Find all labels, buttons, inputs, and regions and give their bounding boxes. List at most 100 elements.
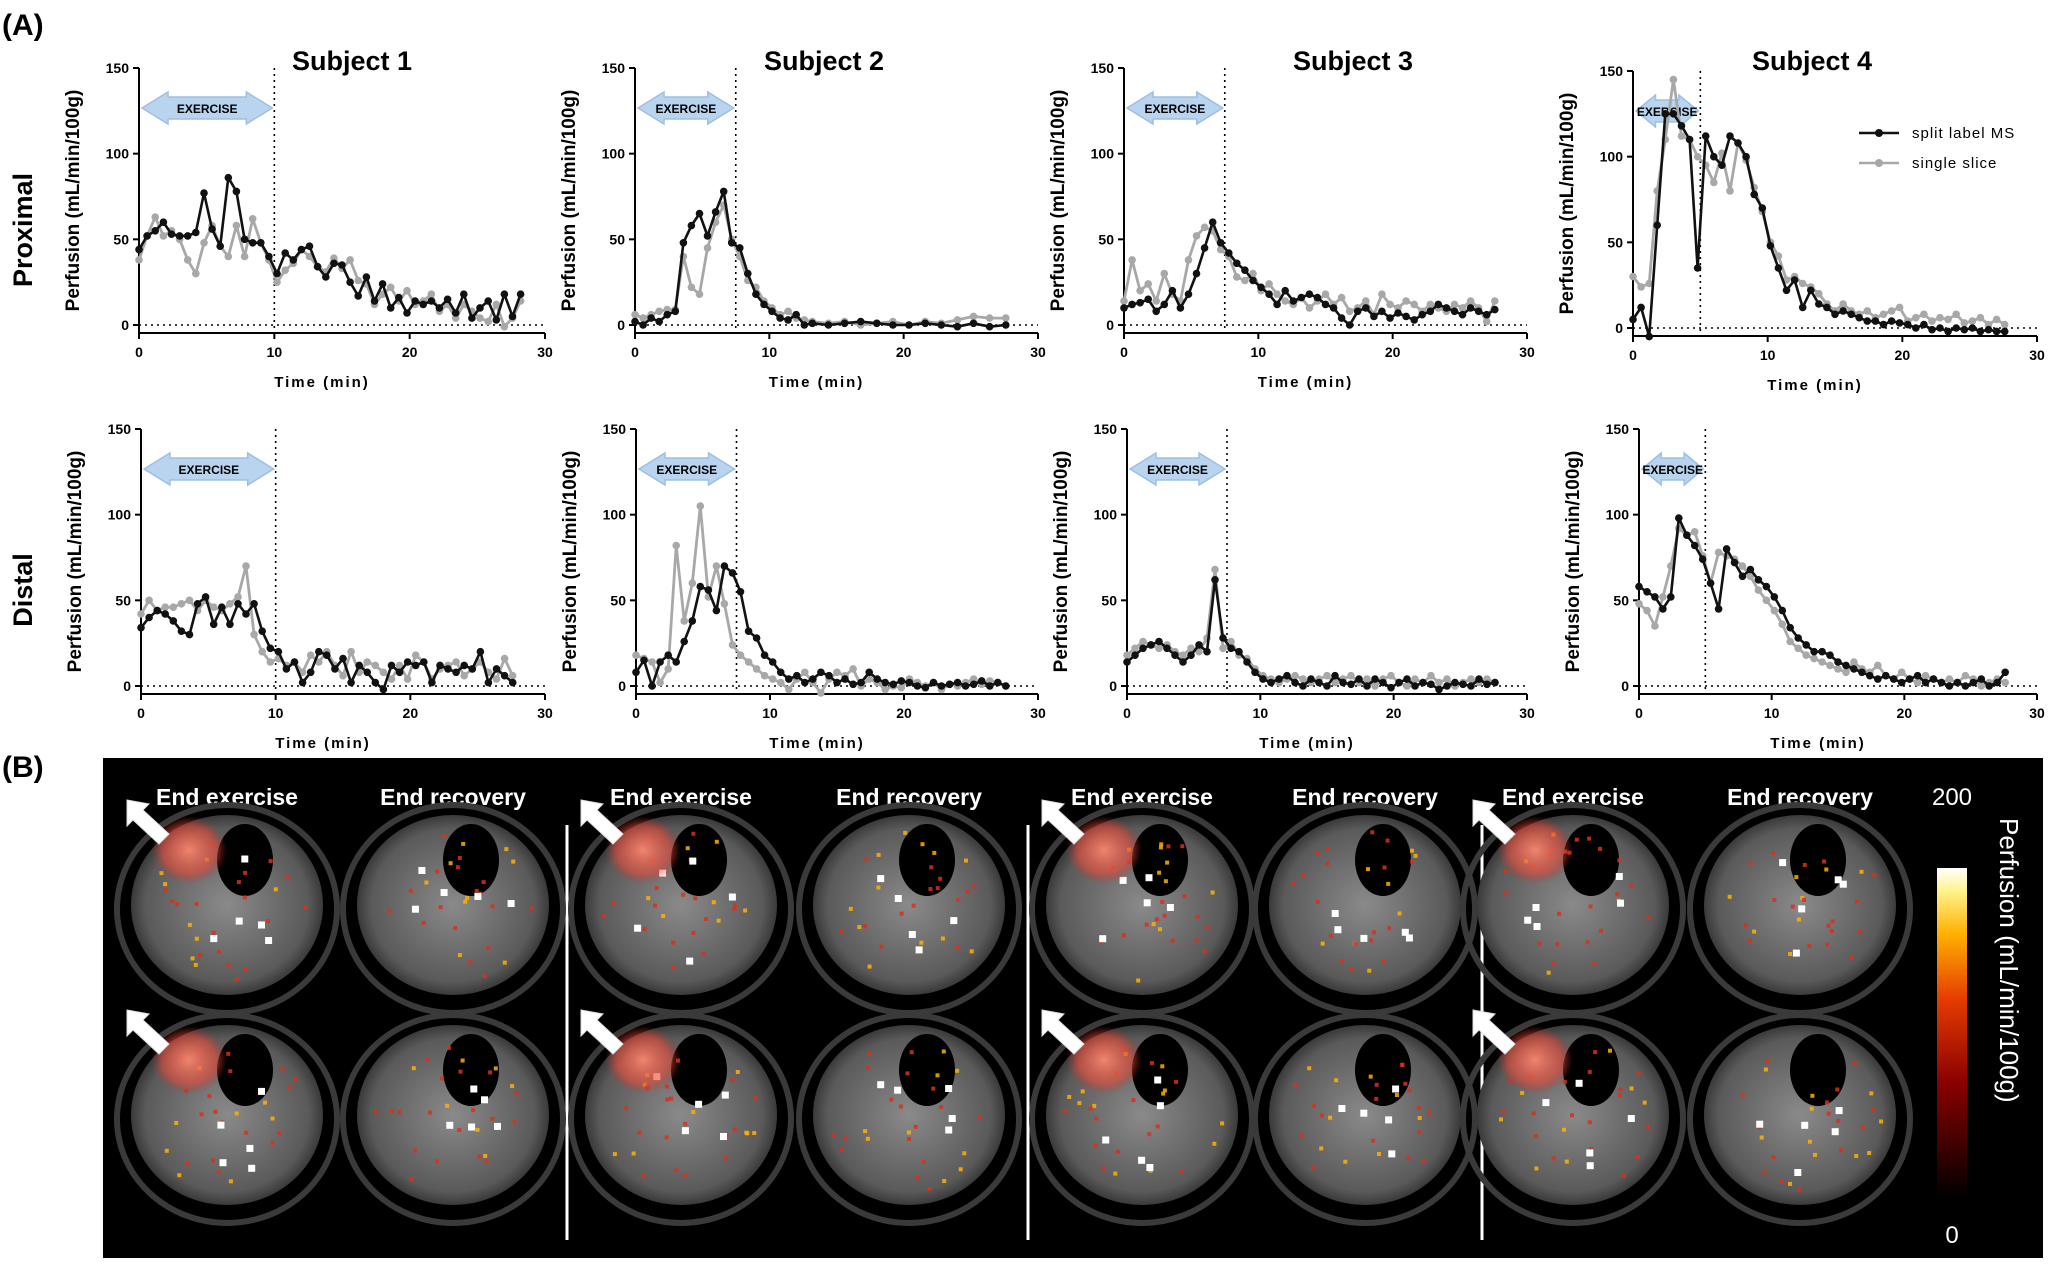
- data-point: [403, 286, 411, 295]
- data-point: [1992, 327, 2001, 336]
- y-tick-label: 50: [1607, 234, 1623, 250]
- data-point: [386, 304, 395, 312]
- data-point: [1874, 661, 1882, 670]
- exercise-label: EXERCISE: [1147, 463, 1208, 477]
- data-point: [1243, 658, 1251, 666]
- data-point: [953, 316, 962, 324]
- data-point: [1394, 309, 1402, 317]
- data-point: [411, 297, 419, 305]
- perfusion-speck: [1796, 917, 1801, 922]
- data-point: [704, 586, 713, 594]
- perfusion-speck: [1788, 1181, 1792, 1186]
- perfusion-speck: [1555, 942, 1560, 947]
- y-tick-label: 50: [1613, 592, 1629, 608]
- x-axis-label: Time (min): [1258, 374, 1354, 391]
- data-point: [1790, 276, 1799, 284]
- perfusion-speck: [1366, 867, 1370, 872]
- exercise-arrow: [1128, 451, 1227, 487]
- perfusion-speck: [631, 1151, 636, 1156]
- y-tick-label: 150: [602, 60, 626, 76]
- y-tick-label: 100: [1606, 507, 1630, 523]
- data-point: [1329, 304, 1338, 312]
- perfusion-speck: [1062, 1109, 1067, 1114]
- y-tick-label: 100: [106, 146, 130, 162]
- perfusion-speck: [1210, 890, 1215, 895]
- perfusion-speck: [1807, 1139, 1812, 1144]
- data-point: [656, 658, 664, 666]
- series-split-label-ms: [135, 173, 525, 324]
- perfusion-speck: [1646, 915, 1651, 919]
- data-point: [265, 252, 273, 261]
- perfusion-speck: [1311, 1103, 1316, 1108]
- data-point: [784, 316, 792, 324]
- perfusion-speck: [1307, 1066, 1312, 1071]
- perfusion-speck: [1771, 1155, 1776, 1159]
- data-point: [1738, 562, 1747, 570]
- data-point: [428, 678, 436, 687]
- data-point: [703, 232, 712, 240]
- x-axis-label: Time (min): [1259, 735, 1355, 752]
- data-point: [257, 239, 265, 247]
- perfusion-speck: [177, 1173, 182, 1178]
- perfusion-hotspot: [1586, 1162, 1594, 1170]
- perfusion-hotspot: [1138, 1156, 1146, 1164]
- data-point: [639, 321, 647, 329]
- perfusion-speck: [661, 914, 666, 918]
- data-point: [224, 252, 233, 261]
- data-point: [500, 654, 509, 663]
- chart-proximal-1: 0 50 100 150 0 10 20 30 EXERCISE Perfusion (mL/mi…: [63, 46, 553, 391]
- chart-distal-1: 0 50 100 150 0 10 20 30 EXERCISE Perfusion (mL/mi…: [65, 421, 553, 752]
- perfusion-speck: [1315, 852, 1320, 856]
- data-point: [201, 593, 210, 601]
- data-point: [1187, 651, 1195, 659]
- data-point: [969, 680, 978, 689]
- data-point: [1482, 317, 1491, 326]
- data-point: [1273, 290, 1281, 299]
- data-point: [1643, 606, 1651, 615]
- data-point: [137, 610, 145, 618]
- data-point: [1778, 620, 1787, 629]
- perfusion-speck: [876, 852, 881, 857]
- perfusion-speck: [1170, 938, 1175, 943]
- data-point: [841, 675, 849, 683]
- perfusion-speck: [685, 846, 690, 851]
- series-line: [137, 176, 522, 322]
- perfusion-speck: [461, 841, 466, 846]
- legend-marker: [1875, 159, 1883, 167]
- data-point: [1195, 641, 1203, 649]
- perfusion-speck: [1588, 904, 1593, 909]
- perfusion-speck: [293, 1078, 297, 1083]
- perfusion-speck: [242, 895, 247, 900]
- data-point: [1635, 600, 1643, 608]
- data-point: [1353, 307, 1362, 316]
- data-point: [1131, 651, 1139, 659]
- data-point: [672, 658, 680, 666]
- perfusion-hotspot: [894, 895, 902, 902]
- data-point: [1363, 675, 1371, 683]
- data-point: [516, 290, 525, 299]
- x-tick-label: 0: [1635, 705, 1643, 721]
- data-point: [1297, 293, 1306, 302]
- perfusion-speck: [1562, 1127, 1566, 1132]
- data-point: [809, 675, 817, 683]
- y-tick-label: 100: [603, 507, 627, 523]
- perfusion-speck: [839, 1148, 844, 1153]
- perfusion-hotspot: [1334, 926, 1342, 934]
- data-point: [655, 307, 663, 316]
- perfusion-hotspot: [721, 1091, 729, 1099]
- data-point: [281, 249, 290, 257]
- perfusion-speck: [922, 1159, 926, 1164]
- highlight-arrow: [1472, 1009, 1516, 1055]
- y-tick-label: 0: [618, 678, 626, 694]
- data-point: [752, 634, 761, 642]
- perfusion-speck: [1101, 1166, 1106, 1171]
- data-point: [1690, 541, 1699, 550]
- perfusion-speck: [1160, 899, 1165, 904]
- data-point: [167, 230, 176, 238]
- mri-slice: [1687, 802, 1913, 1016]
- data-point: [159, 232, 168, 240]
- series-split-label-ms: [632, 562, 1010, 692]
- perfusion-speck: [482, 974, 487, 979]
- data-point: [961, 682, 970, 690]
